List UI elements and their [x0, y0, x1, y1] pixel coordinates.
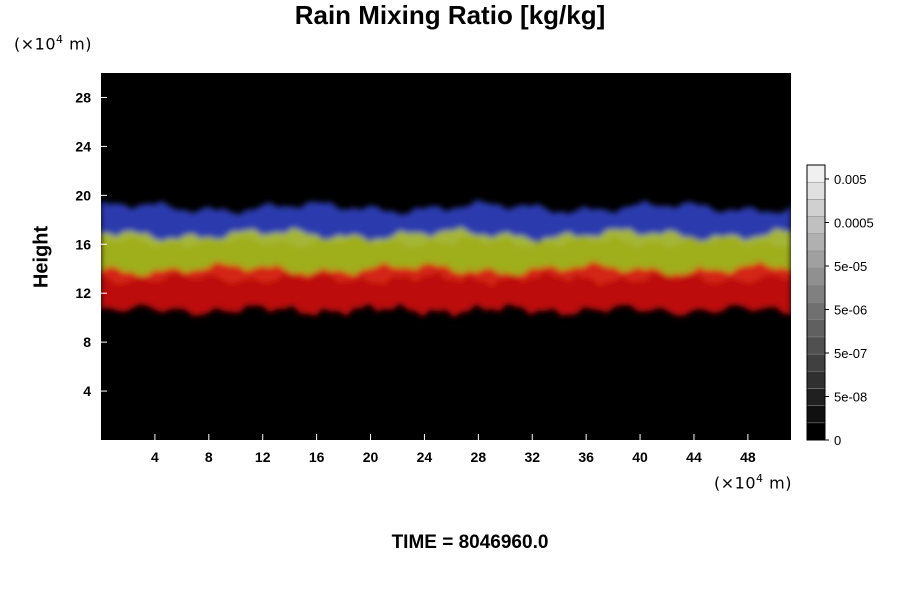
colorbar-level — [806, 422, 826, 441]
colorbar-frame — [806, 164, 826, 441]
x-tick-label: 12 — [255, 449, 271, 465]
x-tick-label: 24 — [417, 449, 433, 465]
x-tick-label: 40 — [632, 449, 648, 465]
colorbar-level — [806, 285, 826, 303]
colorbar-level — [806, 302, 826, 320]
y-axis-unit: (×104 m) — [14, 33, 92, 54]
x-tick-label: 8 — [205, 449, 213, 465]
colorbar-label: 5e-07 — [834, 346, 867, 361]
y-axis-ticks: 4 8 12 16 20 24 28 — [75, 89, 107, 399]
colorbar-level — [806, 371, 826, 389]
x-tick-label: 32 — [524, 449, 540, 465]
y-tick-label: 4 — [83, 383, 91, 399]
colorbar-label: 0.0005 — [834, 216, 874, 231]
chart-title: Rain Mixing Ratio [kg/kg] — [294, 0, 606, 30]
x-tick-label: 20 — [363, 449, 379, 465]
x-axis-ticks: 4 8 12 16 20 24 28 32 36 40 44 48 — [151, 434, 756, 465]
y-tick-label: 28 — [75, 89, 91, 105]
colorbar-level — [806, 164, 826, 183]
colorbar-level — [806, 199, 826, 217]
x-tick-label: 36 — [578, 449, 594, 465]
colorbar-level — [806, 319, 826, 338]
colorbar-label: 5e-06 — [834, 303, 867, 318]
heatmap-band — [101, 260, 791, 318]
colorbar-level — [806, 388, 826, 406]
colorbar-label: 5e-08 — [834, 390, 867, 405]
y-tick-label: 24 — [75, 138, 91, 154]
x-tick-label: 16 — [309, 449, 325, 465]
colorbar-level — [806, 353, 826, 372]
x-axis-unit: (×104 m) — [714, 472, 792, 493]
x-tick-label: 4 — [151, 449, 159, 465]
colorbar-level — [806, 336, 826, 355]
y-tick-label: 16 — [75, 236, 91, 252]
y-tick-label: 12 — [75, 285, 91, 301]
y-tick-label: 20 — [75, 187, 91, 203]
colorbar-level — [806, 216, 826, 234]
colorbar-level — [806, 267, 826, 286]
colorbar: 0.005 0.0005 5e-05 5e-06 5e-07 5e-08 0 — [806, 164, 874, 448]
time-label: TIME = 8046960.0 — [391, 532, 549, 553]
x-tick-label: 48 — [740, 449, 756, 465]
y-tick-label: 8 — [83, 334, 91, 350]
colorbar-level — [806, 233, 826, 252]
colorbar-label: 5e-05 — [834, 259, 867, 274]
colorbar-label: 0.005 — [834, 172, 867, 187]
colorbar-level — [806, 181, 826, 200]
heatmap-bands — [101, 199, 791, 318]
x-tick-label: 44 — [686, 449, 702, 465]
x-tick-label: 28 — [471, 449, 487, 465]
colorbar-label: 0 — [834, 433, 841, 448]
colorbar-level — [806, 250, 826, 269]
colorbar-level — [806, 405, 826, 424]
